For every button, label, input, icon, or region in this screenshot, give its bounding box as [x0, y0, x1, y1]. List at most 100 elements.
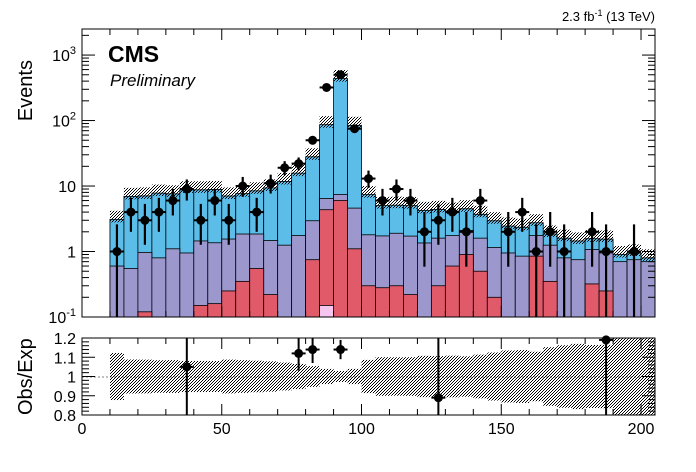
- stack-bar: [207, 303, 223, 317]
- ratio-band-bin: [221, 359, 236, 394]
- uncertainty-bin: [193, 181, 208, 193]
- data-point: [473, 188, 488, 216]
- cms-sublabel: Preliminary: [110, 71, 197, 90]
- stack-bar: [123, 268, 139, 317]
- ratio-band-bin: [207, 361, 222, 392]
- y-tick-label: 1: [67, 245, 76, 262]
- ratio-y-tick-label: 0.9: [54, 389, 76, 406]
- ratio-y-axis-label: Obs/Exp: [15, 338, 37, 415]
- ratio-y-tick-labels: 0.8 0.9 1 1.1 1.2: [54, 331, 76, 425]
- stack-bar: [137, 251, 153, 317]
- stack-bar: [472, 270, 488, 317]
- uncertainty-bin: [417, 201, 432, 214]
- stack-bar: [542, 280, 558, 317]
- data-point: [221, 203, 236, 245]
- ratio-band-bin: [613, 338, 628, 415]
- uncertainty-bin: [151, 184, 166, 197]
- x-tick-labels: 0 50 100 150 200: [78, 421, 655, 438]
- stack-bar: [486, 296, 502, 317]
- ratio-band-bin: [627, 338, 642, 415]
- x-tick-label: 0: [78, 421, 87, 438]
- uncertainty-bin: [347, 116, 362, 129]
- ratio-axis-ticks: [81, 337, 655, 416]
- ratio-band-bin: [571, 343, 586, 410]
- data-point: [249, 197, 264, 232]
- data-point: [599, 224, 614, 317]
- uncertainty-bin: [109, 210, 124, 223]
- ratio-band-bin: [473, 354, 488, 399]
- data-point: [277, 161, 292, 176]
- y-tick-label: 10-1: [48, 307, 76, 327]
- stack-layer-2: [137, 200, 614, 317]
- ratio-band-bin: [487, 352, 502, 401]
- ratio-band-bin: [585, 344, 600, 409]
- uncertainty-bin: [571, 232, 586, 244]
- ratio-band-bin: [291, 363, 306, 390]
- data-point: [459, 211, 474, 267]
- stack-bar: [137, 311, 153, 317]
- uncertainty-bin: [529, 214, 544, 226]
- stacked-histograms: [109, 78, 655, 317]
- ratio-band-bin: [109, 352, 124, 401]
- stack-bar: [570, 259, 586, 317]
- stack-bar: [249, 268, 265, 317]
- data-point: [403, 188, 418, 216]
- uncertainty-bin: [319, 116, 334, 128]
- stack-bar: [403, 294, 418, 317]
- data-point: [151, 197, 166, 232]
- uncertainty-bin: [641, 249, 655, 261]
- data-point: [165, 188, 180, 216]
- uncertainty-bin: [221, 187, 236, 199]
- ratio-point: [179, 338, 194, 415]
- uncertainty-bin: [207, 180, 222, 193]
- stack-bar: [584, 283, 600, 317]
- ratio-band-bin: [361, 359, 376, 394]
- data-point: [137, 203, 152, 245]
- data-point: [207, 188, 222, 216]
- x-tick-label: 200: [628, 421, 655, 438]
- main-panel: 10-1 1 10 102 103 Events CMS Preliminary 2.3…: [15, 8, 656, 327]
- ratio-band-bin: [501, 350, 516, 403]
- ratio-panel: 0.8 0.9 1 1.1 1.2 0 50 100 150 200 Obs/Exp: [15, 331, 656, 438]
- stack-bar: [375, 287, 390, 317]
- uncertainty-bin: [249, 182, 264, 194]
- uncertainty-bin: [459, 200, 474, 212]
- data-point: [375, 188, 390, 216]
- cms-label: CMS: [108, 41, 159, 67]
- ratio-point: [305, 338, 320, 364]
- ratio-point: [333, 339, 348, 360]
- stack-bar: [333, 200, 348, 317]
- ratio-band-bin: [235, 360, 250, 393]
- ratio-band-bin: [137, 359, 152, 394]
- stack-bar: [193, 305, 209, 317]
- stack-bar: [361, 285, 376, 317]
- lumi-suffix: (13 TeV): [602, 9, 655, 24]
- main-y-axis-label: Events: [15, 60, 37, 121]
- data-point: [543, 211, 558, 267]
- stack-bar: [179, 252, 195, 317]
- stack-bar: [263, 294, 279, 317]
- lumi-prefix: 2.3 fb: [562, 9, 595, 24]
- data-point: [361, 170, 376, 188]
- ratio-band-bin: [263, 361, 278, 392]
- data-point: [319, 82, 334, 92]
- ratio-band-bin: [319, 368, 334, 385]
- ratio-band-bin: [123, 359, 138, 394]
- stack-bar: [347, 248, 362, 317]
- y-tick-label: 10: [58, 179, 76, 196]
- uncertainty-bin: [613, 245, 628, 258]
- data-point: [333, 70, 348, 80]
- ratio-band-bin: [305, 366, 320, 387]
- data-point: [431, 203, 446, 245]
- data-point: [193, 203, 208, 245]
- data-point: [501, 211, 516, 267]
- ratio-point: [291, 338, 306, 371]
- data-point: [305, 135, 320, 145]
- uncertainty-bin: [277, 172, 292, 185]
- data-points: [109, 70, 642, 317]
- ratio-band-bin: [529, 351, 544, 402]
- ratio-band-bin: [277, 362, 292, 391]
- ratio-band-bin: [445, 355, 460, 398]
- data-point: [627, 224, 642, 317]
